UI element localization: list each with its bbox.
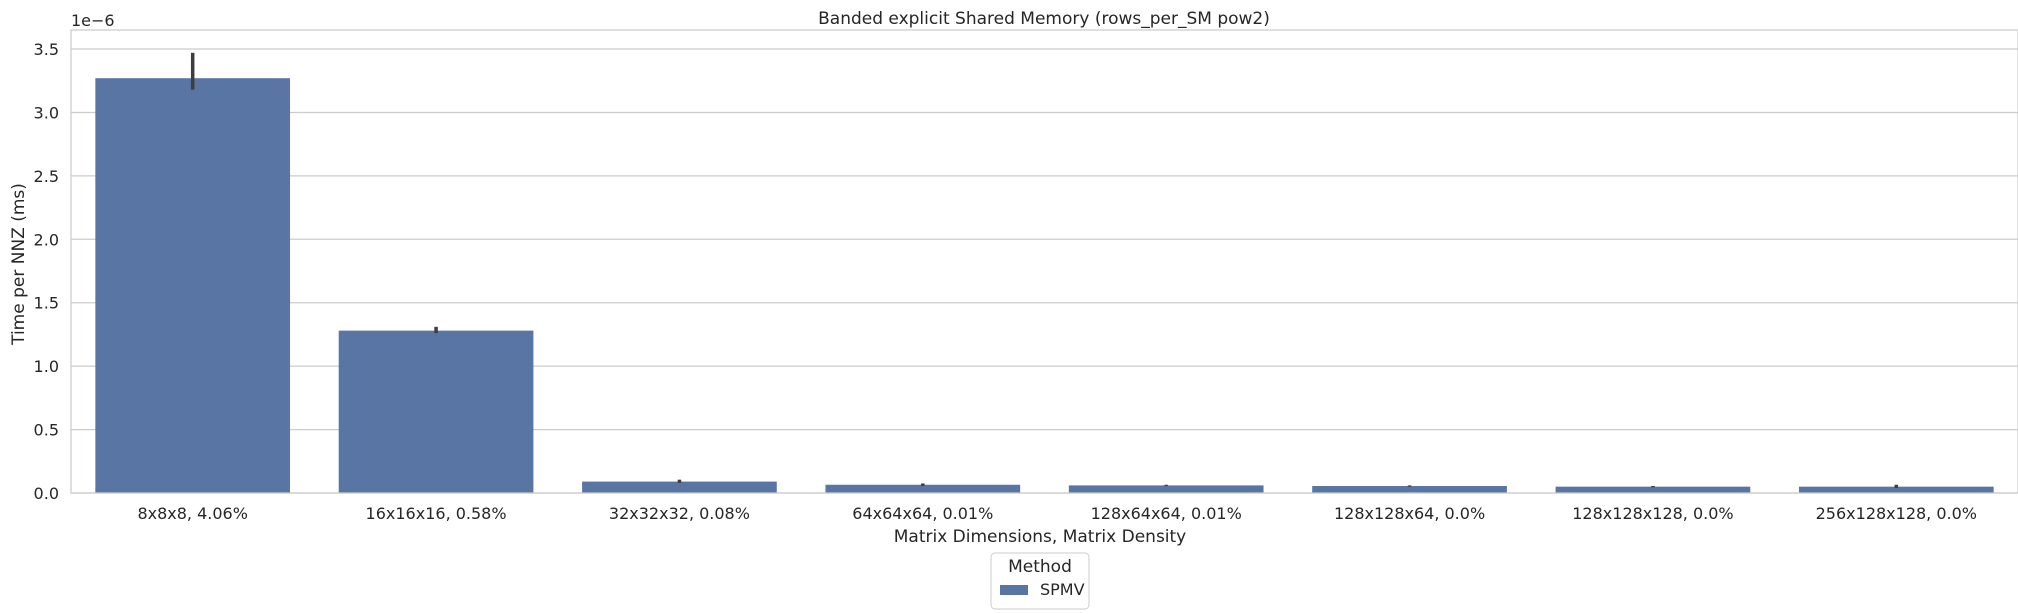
bar — [582, 481, 777, 493]
bar — [1798, 486, 1994, 493]
y-scale-offset: 1e−6 — [71, 11, 115, 30]
y-tick-label: 3.0 — [34, 103, 59, 122]
bar — [1312, 486, 1507, 493]
x-tick-label: 128x64x64, 0.01% — [1091, 504, 1242, 523]
x-tick-label: 16x16x16, 0.58% — [366, 504, 507, 523]
bar — [1555, 486, 1751, 493]
y-tick-label: 0.0 — [34, 484, 59, 503]
chart-title: Banded explicit Shared Memory (rows_per_… — [818, 9, 1270, 29]
y-tick-label: 0.5 — [34, 421, 59, 440]
y-tick-labels: 0.0 0.5 1.0 1.5 2.0 2.5 3.0 3.5 — [34, 40, 59, 503]
y-axis-label: Time per NNZ (ms) — [9, 183, 29, 346]
legend-label-spmv: SPMV — [1040, 580, 1085, 599]
x-tick-label: 32x32x32, 0.08% — [609, 504, 750, 523]
error-bars — [190, 52, 1899, 488]
legend-title: Method — [1008, 557, 1072, 577]
y-tick-label: 2.0 — [34, 230, 59, 249]
x-tick-label: 128x128x64, 0.0% — [1334, 504, 1485, 523]
bar — [338, 330, 534, 493]
bars — [95, 78, 1994, 494]
y-tick-label: 1.0 — [34, 357, 59, 376]
x-tick-label: 8x8x8, 4.06% — [137, 504, 247, 523]
bar — [1068, 485, 1264, 493]
y-tick-label: 3.5 — [34, 40, 59, 59]
x-tick-label: 128x128x128, 0.0% — [1572, 504, 1733, 523]
plot-frame — [70, 29, 2018, 494]
bar — [95, 78, 291, 494]
legend: Method SPMV — [990, 552, 1090, 610]
x-tick-label: 256x128x128, 0.0% — [1816, 504, 1977, 523]
bar — [825, 484, 1021, 493]
legend-swatch-spmv — [1000, 585, 1028, 595]
y-tick-label: 1.5 — [34, 294, 59, 313]
x-tick-label: 64x64x64, 0.01% — [852, 504, 993, 523]
y-tick-label: 2.5 — [34, 167, 59, 186]
x-axis-label: Matrix Dimensions, Matrix Density — [894, 527, 1187, 547]
x-tick-labels: 8x8x8, 4.06% 16x16x16, 0.58% 32x32x32, 0.0… — [137, 504, 1977, 523]
